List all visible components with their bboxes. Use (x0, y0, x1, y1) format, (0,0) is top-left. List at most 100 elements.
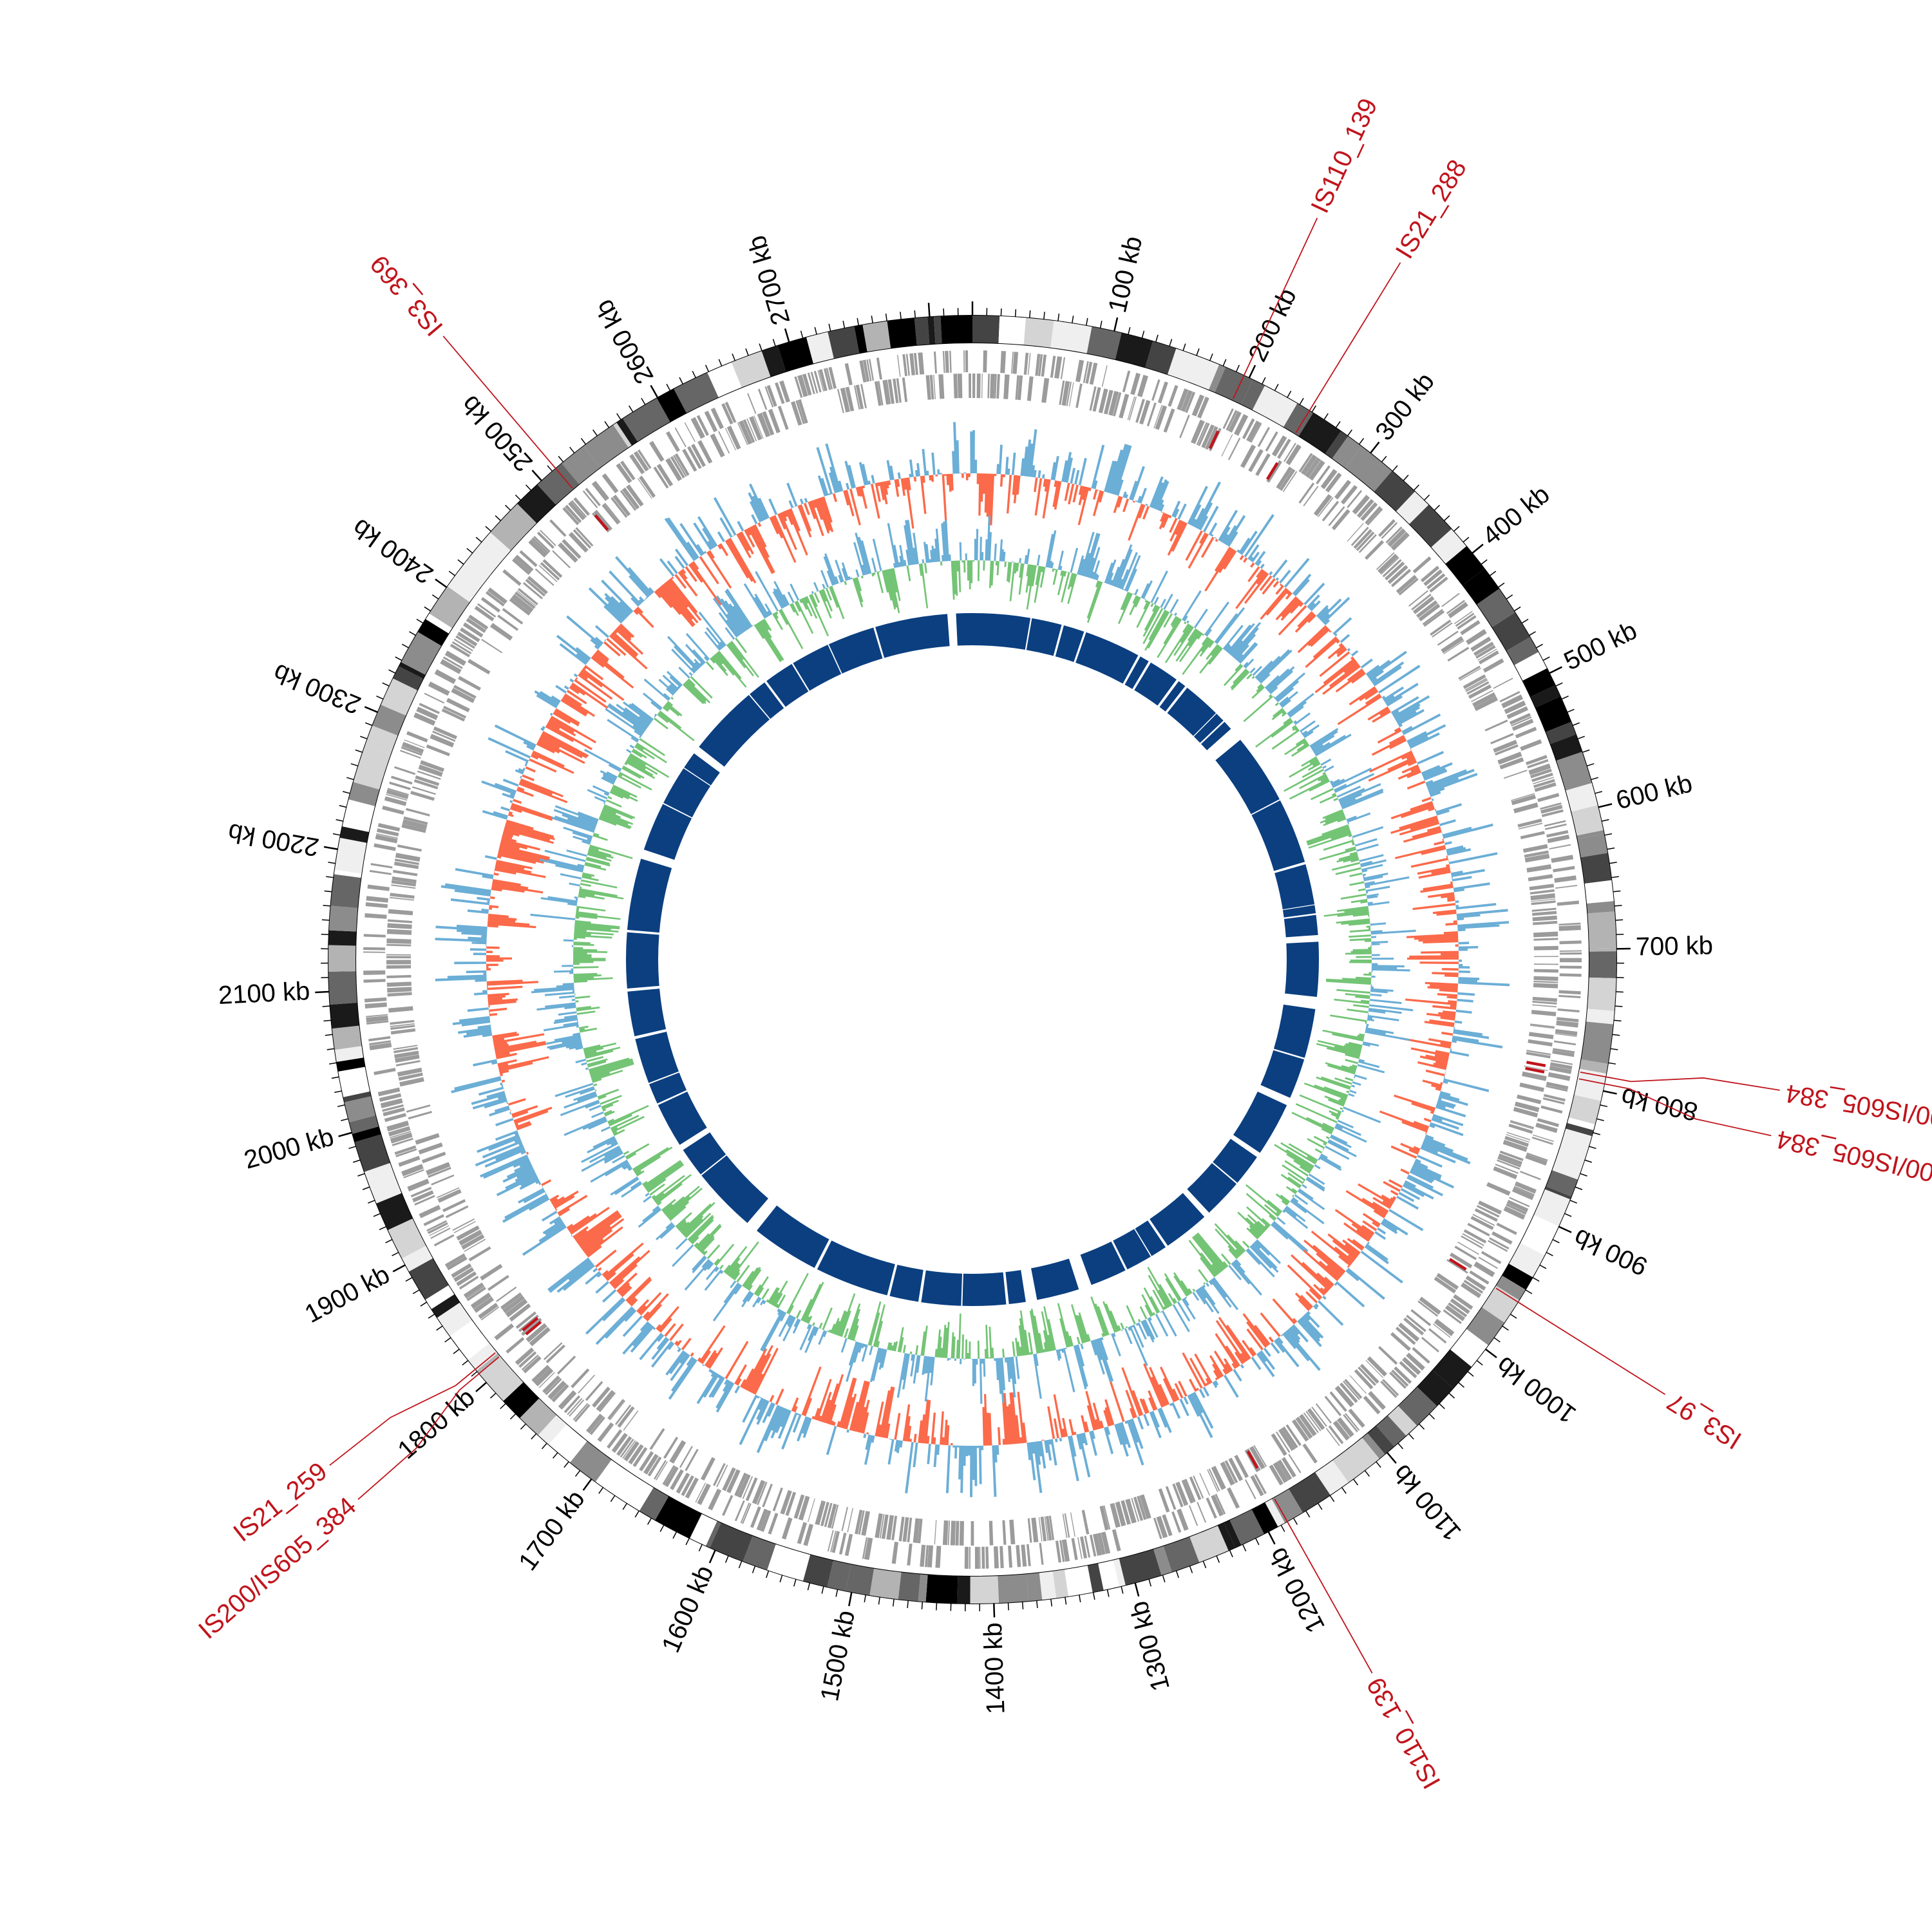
cds-feature (1365, 506, 1382, 525)
band-segment (1098, 1560, 1120, 1591)
cds-feature (1101, 365, 1108, 387)
inner-feature-block (1031, 1258, 1079, 1300)
cds-feature (1526, 1152, 1548, 1162)
scale-tick (1106, 1589, 1110, 1597)
inner-feature-block (699, 695, 770, 767)
cds-feature (1464, 677, 1487, 691)
cds-feature (569, 1399, 585, 1417)
cds-feature (366, 1015, 388, 1023)
cds-feature (616, 1436, 632, 1456)
cds-feature (1548, 1072, 1571, 1081)
cds-feature (1471, 690, 1493, 703)
band-segment (914, 317, 930, 345)
scale-tick (1506, 594, 1513, 600)
band-segment (656, 388, 687, 422)
inner-feature-block (649, 1072, 687, 1104)
scale-tick (857, 317, 860, 326)
cds-feature (887, 379, 895, 404)
cds-feature (1246, 421, 1261, 442)
cds-feature (591, 480, 609, 501)
band-segment (1241, 379, 1265, 410)
cds-feature (573, 497, 591, 516)
cds-feature (1385, 526, 1403, 544)
cds-feature (413, 712, 436, 726)
cds-feature (1332, 1420, 1350, 1441)
scale-tick (745, 348, 749, 356)
cds-feature (468, 614, 489, 630)
cds-feature (1477, 649, 1497, 661)
cds-feature (517, 588, 538, 605)
cds-feature (1321, 500, 1340, 522)
cds-feature (1328, 1425, 1344, 1444)
cds-feature (925, 1545, 929, 1567)
cds-feature (1412, 596, 1435, 614)
band-segment (1265, 1499, 1285, 1527)
cds-feature (599, 1392, 616, 1412)
cds-feature (529, 1327, 551, 1347)
is-element-label: IS110_139 (1361, 1672, 1446, 1794)
is-marker (1448, 1258, 1467, 1271)
tick-label: 1300 kb (1124, 1598, 1175, 1694)
scale-tick (1293, 1517, 1298, 1525)
cds-feature (365, 1002, 387, 1009)
cds-feature (1490, 733, 1514, 744)
scale-tick (1255, 1537, 1260, 1546)
scale-tick (1521, 618, 1529, 624)
scale-tick (325, 1034, 333, 1036)
cds-feature (1436, 1273, 1459, 1290)
band-segment (503, 1382, 539, 1418)
cds-feature (1499, 691, 1520, 703)
cds-feature (386, 956, 412, 959)
cds-feature (442, 1199, 466, 1213)
scale-tick (1375, 1461, 1381, 1468)
cds-feature (1537, 793, 1560, 802)
band-segment (338, 1066, 370, 1097)
inner-feature-block (1075, 632, 1139, 684)
cds-feature (363, 947, 386, 951)
cds-feature (1151, 379, 1160, 401)
scale-tick (1502, 1325, 1509, 1331)
cds-feature (1448, 601, 1468, 618)
cds-feature (745, 1477, 758, 1501)
cds-feature (366, 1014, 388, 1018)
cds-feature (1015, 375, 1019, 400)
cds-feature (882, 380, 890, 405)
karyotype-band-ring (328, 315, 1617, 1604)
band-segment (355, 1134, 390, 1172)
cds-feature (611, 497, 628, 518)
cds-feature (406, 1104, 431, 1113)
cds-feature (1543, 1094, 1566, 1102)
cds-feature (1533, 938, 1558, 941)
cds-feature (1395, 1327, 1416, 1345)
cds-feature (489, 623, 513, 641)
scale-tick (1413, 484, 1419, 491)
tick-label: 600 kb (1613, 769, 1695, 815)
scale-tick (373, 1213, 381, 1217)
cds-feature (1128, 397, 1137, 421)
scale-tick (1235, 365, 1240, 372)
cds-feature (913, 353, 918, 375)
scale-tick (807, 1582, 811, 1591)
cds-feature (633, 451, 649, 472)
cds-feature (459, 627, 480, 643)
scale-tick (1546, 1251, 1553, 1256)
cds-feature (1502, 1139, 1528, 1152)
cds-feature (386, 981, 412, 987)
scale-tick (1535, 643, 1543, 649)
cds-feature (1008, 1546, 1012, 1568)
inner-feature-block (889, 1264, 923, 1302)
cds-feature (390, 896, 414, 901)
cds-feature (601, 504, 620, 525)
cds-feature (1064, 1513, 1070, 1538)
inner-feature-block (1150, 1193, 1205, 1246)
cds-feature (1478, 1256, 1498, 1269)
cds-feature (390, 1132, 413, 1144)
scale-tick (835, 1589, 838, 1597)
scale-tick (1287, 390, 1292, 398)
is-leader-line (1495, 1287, 1666, 1396)
cds-feature (616, 463, 632, 484)
scale-tick (1418, 1423, 1425, 1430)
band-segment (365, 725, 398, 754)
cds-feature (480, 597, 501, 613)
scale-tick (382, 682, 390, 687)
